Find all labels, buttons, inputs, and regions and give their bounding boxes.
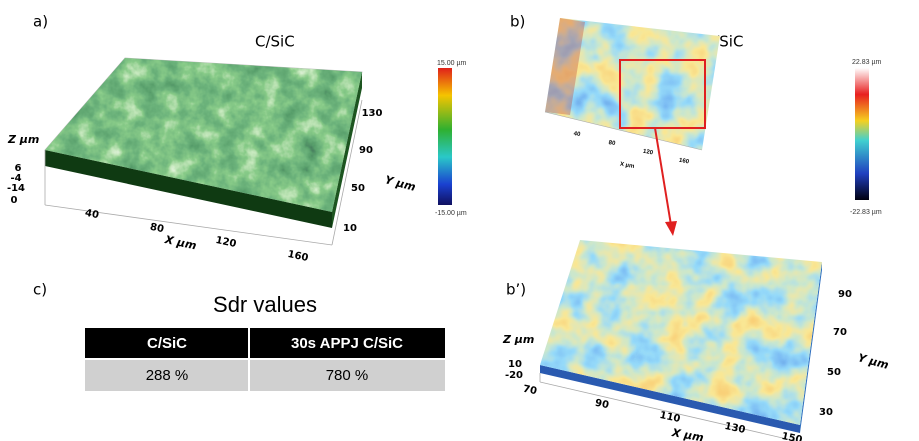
tick-label: 10	[343, 223, 357, 234]
z-axis-label: Z µm	[502, 333, 534, 346]
colorbar	[855, 68, 869, 200]
tick-label: 10	[508, 359, 522, 370]
tick-label: 130	[724, 421, 747, 436]
panel-label: a)	[33, 13, 48, 31]
tick-label: -4	[10, 173, 21, 184]
x-axis-label: X µm	[670, 426, 705, 441]
tick-label: 160	[678, 158, 690, 166]
colorbar	[438, 68, 452, 205]
tick-label: 150	[781, 431, 804, 441]
y-axis-label: Y µm	[856, 351, 890, 372]
tick-label: 70	[833, 327, 847, 338]
tick-label: 120	[642, 149, 654, 157]
tick-label: 90	[594, 398, 610, 412]
y-axis-label: Y µm	[383, 173, 417, 194]
z-axis-label: Z µm	[7, 133, 39, 146]
surface-b-prime	[539, 240, 822, 441]
surface-a	[44, 57, 363, 246]
table: C/SiC 30s APPJ C/SiC 288 % 780 %	[85, 328, 445, 391]
panel-label: c)	[33, 281, 47, 299]
tick-label: 80	[608, 140, 616, 147]
panel-label: b’)	[506, 281, 526, 299]
colorbar-max: 22.83 µm	[852, 59, 881, 66]
colorbar-min: -15.00 µm	[435, 210, 467, 217]
colorbar-min: -22.83 µm	[850, 209, 882, 216]
zoom-arrow	[654, 127, 677, 236]
tick-label: 80	[149, 222, 165, 236]
tick-label: 40	[84, 208, 100, 222]
tick-label: 50	[827, 367, 841, 378]
x-axis-label: X µm	[163, 233, 198, 253]
panel-title: C/SiC	[255, 33, 295, 51]
table-row	[85, 360, 445, 391]
tick-label: 40	[573, 131, 581, 138]
tick-label: 160	[287, 249, 310, 264]
table-title: Sdr values	[213, 292, 317, 317]
tick-label: -14	[7, 183, 25, 194]
table-cell: 288 %	[146, 367, 189, 384]
table-header	[85, 328, 445, 358]
tick-label: 90	[838, 289, 852, 300]
table-cell: 780 %	[326, 367, 369, 384]
tick-label: 110	[659, 410, 682, 425]
tick-label: 120	[215, 235, 238, 250]
tick-label: 50	[351, 183, 365, 194]
colorbar-max: 15.00 µm	[437, 60, 466, 67]
surface-b	[544, 18, 720, 151]
tick-label: 6	[15, 163, 22, 174]
tick-label: -20	[505, 370, 523, 381]
tick-label: 30	[819, 407, 833, 418]
tick-label: 90	[359, 145, 373, 156]
panel-label: b)	[510, 13, 525, 31]
tick-label: 0	[11, 195, 18, 206]
tick-label: 130	[362, 108, 383, 119]
tick-label: 70	[522, 384, 538, 398]
x-axis-label: X µm	[619, 162, 634, 170]
table-header-cell: 30s APPJ C/SiC	[291, 335, 403, 352]
table-header-cell: C/SiC	[147, 335, 187, 352]
